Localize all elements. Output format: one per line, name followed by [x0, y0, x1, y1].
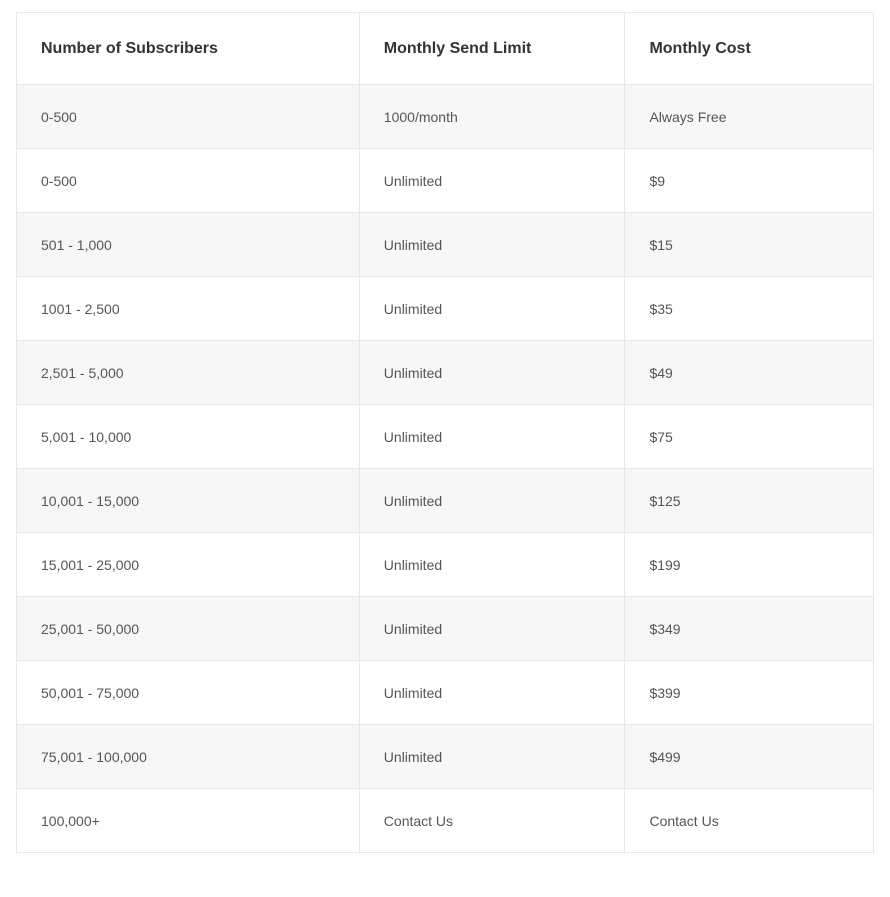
table-row: 50,001 - 75,000 Unlimited $399: [17, 661, 874, 725]
cell-send-limit: Unlimited: [359, 277, 625, 341]
cell-cost: $199: [625, 533, 874, 597]
cell-subscribers: 50,001 - 75,000: [17, 661, 360, 725]
cell-cost: $125: [625, 469, 874, 533]
cell-cost: $349: [625, 597, 874, 661]
cell-send-limit: Unlimited: [359, 469, 625, 533]
cell-send-limit: Unlimited: [359, 149, 625, 213]
cell-send-limit: Unlimited: [359, 661, 625, 725]
cell-subscribers: 501 - 1,000: [17, 213, 360, 277]
cell-send-limit: Contact Us: [359, 789, 625, 853]
cell-subscribers: 2,501 - 5,000: [17, 341, 360, 405]
cell-cost: $499: [625, 725, 874, 789]
table-row: 0-500 1000/month Always Free: [17, 85, 874, 149]
table-row: 100,000+ Contact Us Contact Us: [17, 789, 874, 853]
col-header-cost: Monthly Cost: [625, 13, 874, 85]
table-row: 15,001 - 25,000 Unlimited $199: [17, 533, 874, 597]
table-header: Number of Subscribers Monthly Send Limit…: [17, 13, 874, 85]
table-body: 0-500 1000/month Always Free 0-500 Unlim…: [17, 85, 874, 853]
cell-cost: Always Free: [625, 85, 874, 149]
table-row: 501 - 1,000 Unlimited $15: [17, 213, 874, 277]
cell-subscribers: 100,000+: [17, 789, 360, 853]
cell-subscribers: 25,001 - 50,000: [17, 597, 360, 661]
cell-cost: $75: [625, 405, 874, 469]
table-row: 10,001 - 15,000 Unlimited $125: [17, 469, 874, 533]
cell-subscribers: 0-500: [17, 85, 360, 149]
cell-send-limit: Unlimited: [359, 341, 625, 405]
table-row: 5,001 - 10,000 Unlimited $75: [17, 405, 874, 469]
cell-subscribers: 75,001 - 100,000: [17, 725, 360, 789]
table-row: 25,001 - 50,000 Unlimited $349: [17, 597, 874, 661]
cell-cost: $399: [625, 661, 874, 725]
cell-cost: $35: [625, 277, 874, 341]
pricing-table: Number of Subscribers Monthly Send Limit…: [16, 12, 874, 853]
cell-send-limit: Unlimited: [359, 725, 625, 789]
col-header-send-limit: Monthly Send Limit: [359, 13, 625, 85]
cell-subscribers: 0-500: [17, 149, 360, 213]
cell-send-limit: Unlimited: [359, 597, 625, 661]
table-row: 1001 - 2,500 Unlimited $35: [17, 277, 874, 341]
cell-cost: $9: [625, 149, 874, 213]
cell-send-limit: Unlimited: [359, 405, 625, 469]
cell-subscribers: 15,001 - 25,000: [17, 533, 360, 597]
table-row: 75,001 - 100,000 Unlimited $499: [17, 725, 874, 789]
cell-send-limit: 1000/month: [359, 85, 625, 149]
cell-send-limit: Unlimited: [359, 213, 625, 277]
cell-subscribers: 10,001 - 15,000: [17, 469, 360, 533]
cell-send-limit: Unlimited: [359, 533, 625, 597]
cell-subscribers: 1001 - 2,500: [17, 277, 360, 341]
table-row: 0-500 Unlimited $9: [17, 149, 874, 213]
cell-cost: Contact Us: [625, 789, 874, 853]
col-header-subscribers: Number of Subscribers: [17, 13, 360, 85]
cell-subscribers: 5,001 - 10,000: [17, 405, 360, 469]
cell-cost: $49: [625, 341, 874, 405]
cell-cost: $15: [625, 213, 874, 277]
table-row: 2,501 - 5,000 Unlimited $49: [17, 341, 874, 405]
